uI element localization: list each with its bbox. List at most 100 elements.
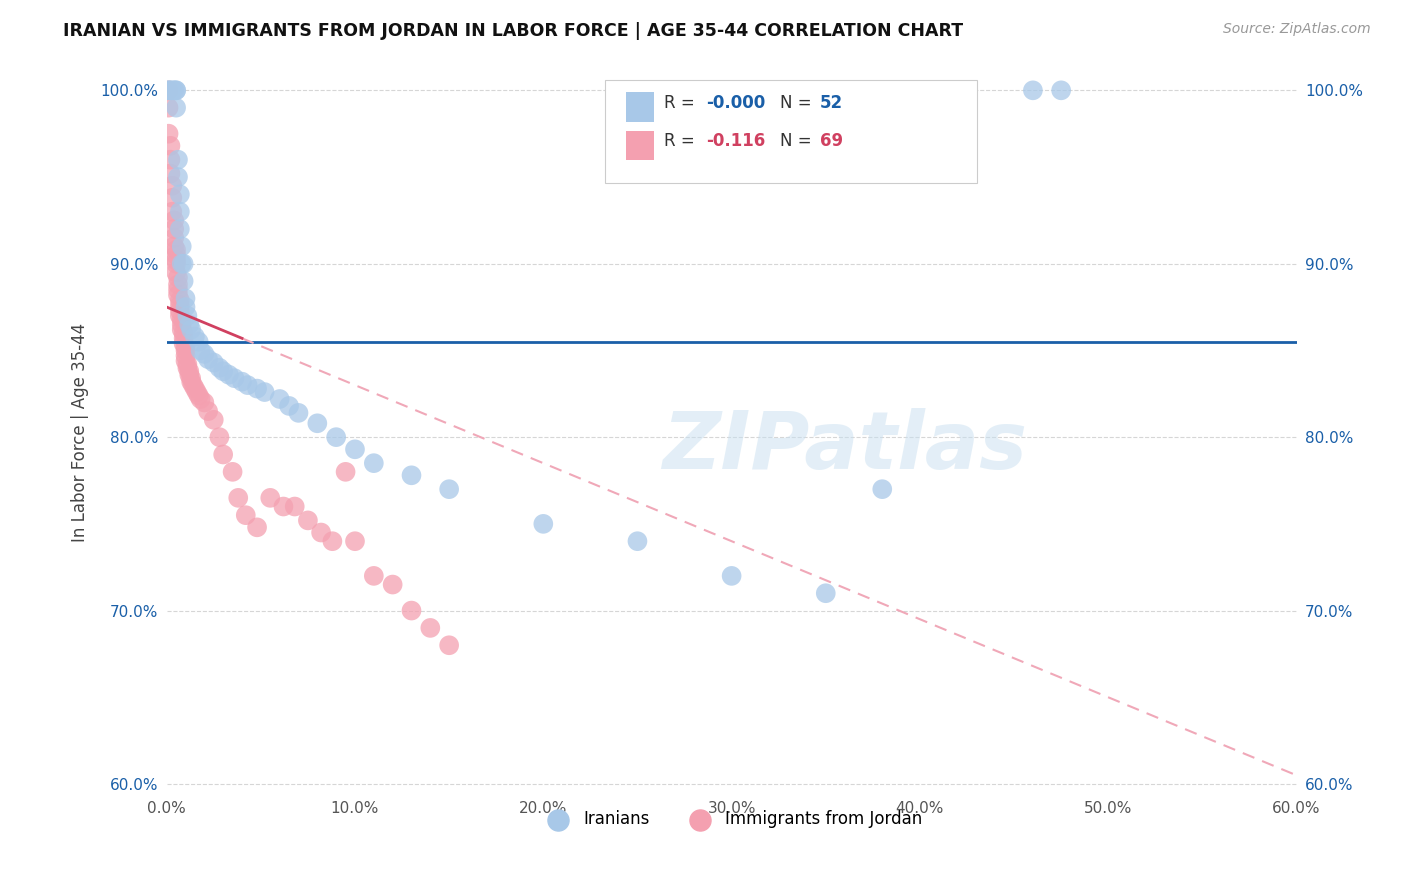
Point bbox=[176, 357, 198, 371]
Point bbox=[169, 204, 191, 219]
Point bbox=[167, 153, 190, 167]
Point bbox=[190, 392, 212, 406]
Point bbox=[202, 355, 225, 369]
Point bbox=[208, 360, 231, 375]
Point bbox=[1022, 83, 1045, 97]
Point bbox=[170, 257, 193, 271]
Point bbox=[202, 413, 225, 427]
Point bbox=[163, 213, 186, 227]
Point bbox=[157, 83, 180, 97]
Point bbox=[814, 586, 837, 600]
Point bbox=[176, 309, 198, 323]
Point bbox=[165, 253, 187, 268]
Point bbox=[870, 482, 893, 496]
Point bbox=[184, 329, 207, 343]
Point bbox=[174, 292, 197, 306]
Text: -0.000: -0.000 bbox=[706, 94, 765, 112]
Point bbox=[180, 323, 202, 337]
Point bbox=[170, 239, 193, 253]
Point bbox=[212, 448, 235, 462]
Point bbox=[159, 138, 181, 153]
Point bbox=[173, 331, 195, 345]
Point bbox=[187, 334, 209, 349]
Point bbox=[167, 288, 190, 302]
Point bbox=[167, 277, 190, 292]
Point bbox=[343, 534, 366, 549]
Point bbox=[173, 326, 195, 340]
Point bbox=[157, 127, 180, 141]
Point bbox=[626, 534, 648, 549]
Point bbox=[381, 577, 404, 591]
Point bbox=[157, 101, 180, 115]
Point bbox=[165, 83, 187, 97]
Point bbox=[401, 468, 423, 483]
Point bbox=[236, 378, 259, 392]
Point bbox=[278, 399, 301, 413]
Point bbox=[169, 303, 191, 318]
Text: IRANIAN VS IMMIGRANTS FROM JORDAN IN LABOR FORCE | AGE 35-44 CORRELATION CHART: IRANIAN VS IMMIGRANTS FROM JORDAN IN LAB… bbox=[63, 22, 963, 40]
Point bbox=[174, 354, 197, 368]
Point bbox=[720, 569, 742, 583]
Point bbox=[157, 83, 180, 97]
Point bbox=[163, 83, 186, 97]
Point bbox=[159, 83, 181, 97]
Point bbox=[174, 340, 197, 354]
Point bbox=[167, 270, 190, 285]
Point bbox=[159, 153, 181, 167]
Point bbox=[437, 638, 460, 652]
Point bbox=[246, 382, 269, 396]
Point bbox=[174, 343, 197, 358]
Point bbox=[170, 323, 193, 337]
Point bbox=[218, 368, 240, 382]
Point bbox=[173, 336, 195, 351]
Point bbox=[167, 169, 190, 184]
Point bbox=[221, 465, 243, 479]
Point bbox=[179, 364, 201, 378]
Y-axis label: In Labor Force | Age 35-44: In Labor Force | Age 35-44 bbox=[72, 323, 89, 542]
Point bbox=[363, 456, 385, 470]
Point bbox=[284, 500, 307, 514]
Point bbox=[190, 343, 212, 358]
Point bbox=[169, 293, 191, 307]
Point bbox=[231, 375, 253, 389]
Point bbox=[273, 500, 295, 514]
Point bbox=[259, 491, 281, 505]
Point bbox=[179, 368, 201, 382]
Point bbox=[437, 482, 460, 496]
Point bbox=[169, 222, 191, 236]
Point bbox=[169, 187, 191, 202]
Point bbox=[246, 520, 269, 534]
Point bbox=[174, 300, 197, 314]
Point bbox=[169, 309, 191, 323]
Point bbox=[193, 347, 215, 361]
Point bbox=[187, 388, 209, 402]
Point bbox=[197, 404, 219, 418]
Point bbox=[174, 349, 197, 363]
Text: 52: 52 bbox=[820, 94, 842, 112]
Point bbox=[325, 430, 347, 444]
Point bbox=[179, 318, 201, 332]
Point bbox=[173, 257, 195, 271]
Point bbox=[165, 257, 187, 271]
Point bbox=[224, 371, 246, 385]
Point bbox=[170, 312, 193, 326]
Point bbox=[169, 298, 191, 312]
Point bbox=[531, 516, 554, 531]
Point bbox=[157, 83, 180, 97]
Point bbox=[176, 360, 198, 375]
Text: ZIPatlas: ZIPatlas bbox=[662, 409, 1028, 486]
Point bbox=[162, 178, 184, 193]
Point bbox=[197, 352, 219, 367]
Point bbox=[180, 375, 202, 389]
Point bbox=[212, 364, 235, 378]
Point bbox=[159, 167, 181, 181]
Point bbox=[173, 274, 195, 288]
Point bbox=[181, 378, 204, 392]
Point bbox=[162, 83, 184, 97]
Legend: Iranians, Immigrants from Jordan: Iranians, Immigrants from Jordan bbox=[534, 804, 928, 835]
Point bbox=[309, 525, 332, 540]
Point bbox=[253, 385, 276, 400]
Point bbox=[165, 265, 187, 279]
Point bbox=[363, 569, 385, 583]
Text: R =: R = bbox=[664, 132, 704, 150]
